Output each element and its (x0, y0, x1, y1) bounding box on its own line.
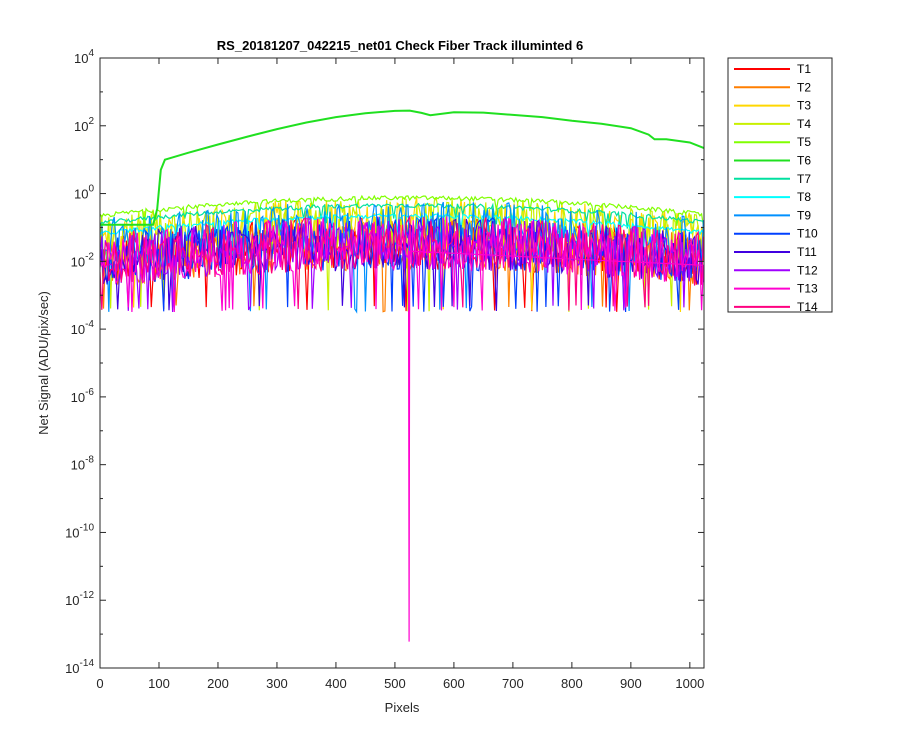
y-tick-base: 10 (65, 525, 79, 540)
x-tick-label: 100 (148, 676, 170, 691)
x-tick-label: 900 (620, 676, 642, 691)
series-line-t7 (100, 202, 704, 230)
legend-label-t11: T11 (797, 245, 817, 259)
y-tick-label: 10-2 (71, 251, 95, 269)
x-tick-label: 800 (561, 676, 583, 691)
y-tick-base: 10 (65, 593, 79, 608)
y-tick-label: 10-10 (65, 522, 94, 540)
legend-label-t5: T5 (797, 135, 811, 149)
y-tick-base: 10 (71, 254, 85, 269)
legend-label-t8: T8 (797, 190, 811, 204)
x-tick-label: 0 (96, 676, 103, 691)
y-tick-exponent: 0 (88, 184, 94, 195)
y-tick-base: 10 (74, 51, 88, 66)
y-tick-exponent: -6 (85, 387, 94, 398)
y-tick-label: 10-6 (71, 387, 95, 405)
series-layer (100, 109, 704, 642)
y-tick-exponent: -2 (85, 251, 94, 262)
y-tick-label: 10-12 (65, 590, 94, 608)
y-tick-label: 10-4 (71, 319, 95, 337)
y-axis-title: Net Signal (ADU/pix/sec) (36, 291, 51, 435)
series-line-t5 (100, 194, 704, 228)
tick-layer: 0 100 200 300 400 500 600 700 800 900 100010410210… (65, 48, 704, 691)
legend-label-t12: T12 (797, 263, 818, 277)
x-tick-label: 400 (325, 676, 347, 691)
x-tick-label: 500 (384, 676, 406, 691)
y-tick-label: 100 (74, 184, 94, 202)
y-tick-exponent: 2 (88, 116, 94, 127)
y-tick-exponent: 4 (88, 48, 94, 59)
series-line-t12 (100, 215, 704, 313)
chart-title: RS_20181207_042215_net01 Check Fiber Tra… (217, 38, 583, 53)
series-line-t13 (100, 216, 704, 642)
y-tick-label: 104 (74, 48, 94, 66)
legend-label-t6: T6 (797, 154, 811, 168)
legend-label-t2: T2 (797, 80, 811, 94)
y-tick-label: 10-14 (65, 658, 94, 676)
legend-label-t9: T9 (797, 208, 811, 222)
y-tick-base: 10 (65, 661, 79, 676)
y-tick-base: 10 (71, 322, 85, 337)
legend-label-t10: T10 (797, 227, 818, 241)
x-tick-label: 300 (266, 676, 288, 691)
legend: T1 T2 T3 T4 T5 T6 T7 T8 T9 T10 T11 T12 T13 T14 (727, 57, 833, 314)
x-tick-label: 200 (207, 676, 229, 691)
y-tick-base: 10 (71, 458, 85, 473)
y-tick-exponent: -10 (80, 522, 95, 533)
legend-label-t13: T13 (797, 282, 818, 296)
legend-label-t14: T14 (797, 300, 818, 314)
plot-area (100, 58, 704, 668)
legend-label-t7: T7 (797, 172, 811, 186)
legend-label-t4: T4 (797, 117, 811, 131)
y-tick-exponent: -14 (80, 658, 95, 669)
legend-label-t3: T3 (797, 99, 811, 113)
x-tick-label: 1000 (675, 676, 704, 691)
y-tick-label: 10-8 (71, 455, 95, 473)
y-tick-label: 102 (74, 116, 94, 134)
y-tick-exponent: -4 (85, 319, 94, 330)
x-tick-label: 600 (443, 676, 465, 691)
legend-label-t1: T1 (797, 62, 811, 76)
y-tick-base: 10 (71, 390, 85, 405)
y-tick-base: 10 (74, 187, 88, 202)
series-line-t6 (100, 109, 704, 226)
x-axis-title: Pixels (385, 700, 420, 715)
x-tick-label: 700 (502, 676, 524, 691)
y-tick-exponent: -8 (85, 455, 94, 466)
y-tick-exponent: -12 (80, 590, 95, 601)
y-tick-base: 10 (74, 119, 88, 134)
